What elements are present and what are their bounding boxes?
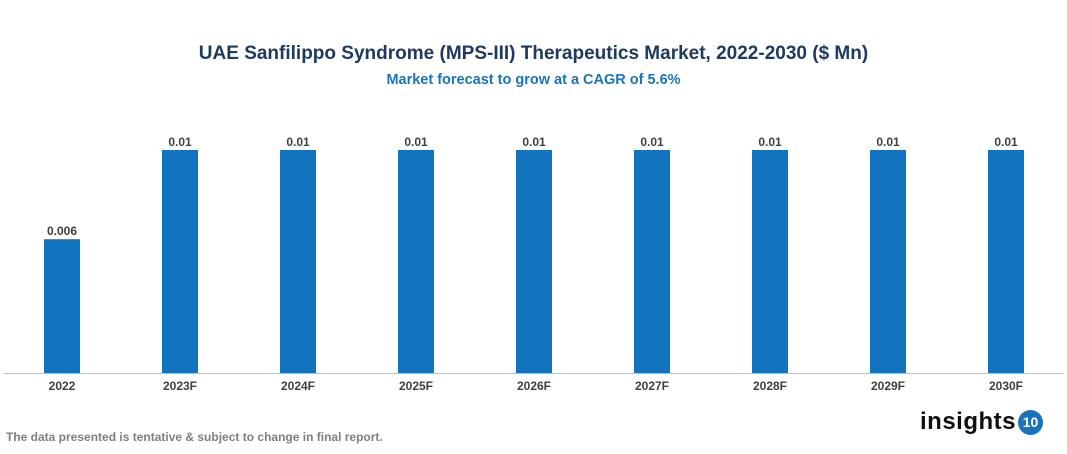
chart-title: UAE Sanfilippo Syndrome (MPS-III) Therap… <box>198 43 869 64</box>
x-tick-label: 2030F <box>989 379 1023 393</box>
x-tick-label: 2029F <box>871 379 905 393</box>
data-label: 0.01 <box>758 135 782 149</box>
bar-2023F <box>162 150 198 373</box>
x-tick-label: 2022 <box>49 379 76 393</box>
x-tick-label: 2026F <box>517 379 551 393</box>
bar-2028F <box>752 150 788 373</box>
x-tick-label: 2028F <box>753 379 787 393</box>
x-tick-label: 2025F <box>399 379 433 393</box>
bar-2030F <box>988 150 1024 373</box>
x-tick-label: 2024F <box>281 379 315 393</box>
bar-2029F <box>870 150 906 373</box>
bar-2022 <box>44 239 80 373</box>
data-label: 0.01 <box>640 135 664 149</box>
data-label: 0.006 <box>47 224 77 238</box>
data-label: 0.01 <box>168 135 192 149</box>
footnote: The data presented is tentative & subjec… <box>6 430 383 444</box>
x-tick-label: 2027F <box>635 379 669 393</box>
chart-subtitle: Market forecast to grow at a CAGR of 5.6… <box>386 72 681 88</box>
data-label: 0.01 <box>994 135 1018 149</box>
logo-text: insights <box>920 408 1017 435</box>
data-label: 0.01 <box>286 135 310 149</box>
x-tick-label: 2023F <box>163 379 197 393</box>
data-label: 0.01 <box>876 135 900 149</box>
data-label: 0.01 <box>522 135 546 149</box>
bar-2026F <box>516 150 552 373</box>
insights10-logo: insights 10 <box>920 408 1044 436</box>
bar-2025F <box>398 150 434 373</box>
bar-2027F <box>634 150 670 373</box>
data-label: 0.01 <box>404 135 428 149</box>
bar-2024F <box>280 150 316 373</box>
logo-badge: 10 <box>1018 409 1044 435</box>
